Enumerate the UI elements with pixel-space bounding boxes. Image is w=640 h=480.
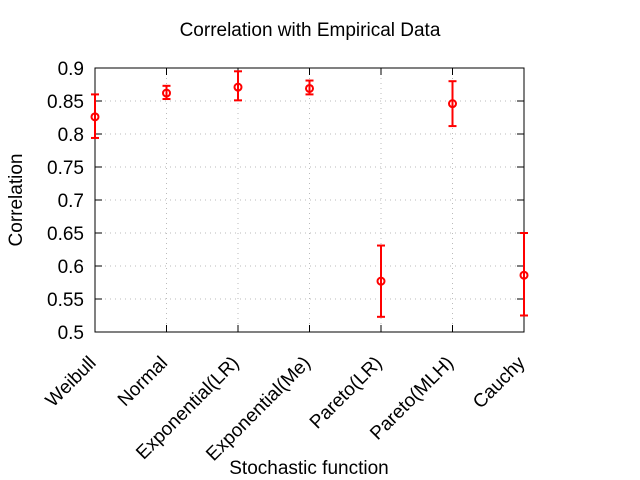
- y-tick-label: 0.6: [58, 257, 84, 278]
- y-tick-label: 0.9: [58, 59, 84, 80]
- plot-frame: [94, 67, 525, 333]
- y-tick-label: 0.75: [47, 158, 84, 179]
- data-point: [162, 84, 171, 101]
- y-axis-label: Correlation: [6, 154, 27, 247]
- y-tick-label: 0.55: [47, 290, 84, 311]
- point-marker: [233, 82, 243, 92]
- x-tick-label: Weibull: [42, 353, 101, 412]
- data-point: [90, 93, 100, 139]
- point-marker: [305, 83, 314, 93]
- point-marker: [376, 276, 386, 286]
- x-tick-label: Normal: [114, 353, 172, 411]
- data-point: [233, 70, 243, 102]
- point-marker: [162, 88, 171, 98]
- data-point: [376, 244, 386, 318]
- chart-title: Correlation with Empirical Data: [180, 20, 441, 41]
- data-point: [305, 79, 314, 96]
- y-tick-label: 0.65: [47, 224, 84, 245]
- y-tick-label: 0.85: [47, 92, 84, 113]
- y-tick-label: 0.8: [58, 125, 84, 146]
- data-series: [90, 70, 529, 318]
- point-marker: [90, 112, 100, 122]
- y-axis: 0.5 0.55 0.6 0.65 0.7 0.75 0.8 0.85 0.9: [47, 59, 524, 344]
- grid: [95, 68, 524, 332]
- y-tick-label: 0.5: [58, 323, 84, 344]
- data-point: [448, 80, 457, 128]
- data-point: [519, 232, 529, 317]
- y-tick-label: 0.7: [58, 191, 84, 212]
- x-axis-label: Stochastic function: [229, 458, 388, 479]
- point-marker: [519, 270, 529, 280]
- x-axis: Weibull NormalExponential(LR)Exponential(…: [42, 68, 530, 465]
- x-tick-label: Cauchy: [469, 352, 530, 413]
- point-marker: [448, 99, 457, 109]
